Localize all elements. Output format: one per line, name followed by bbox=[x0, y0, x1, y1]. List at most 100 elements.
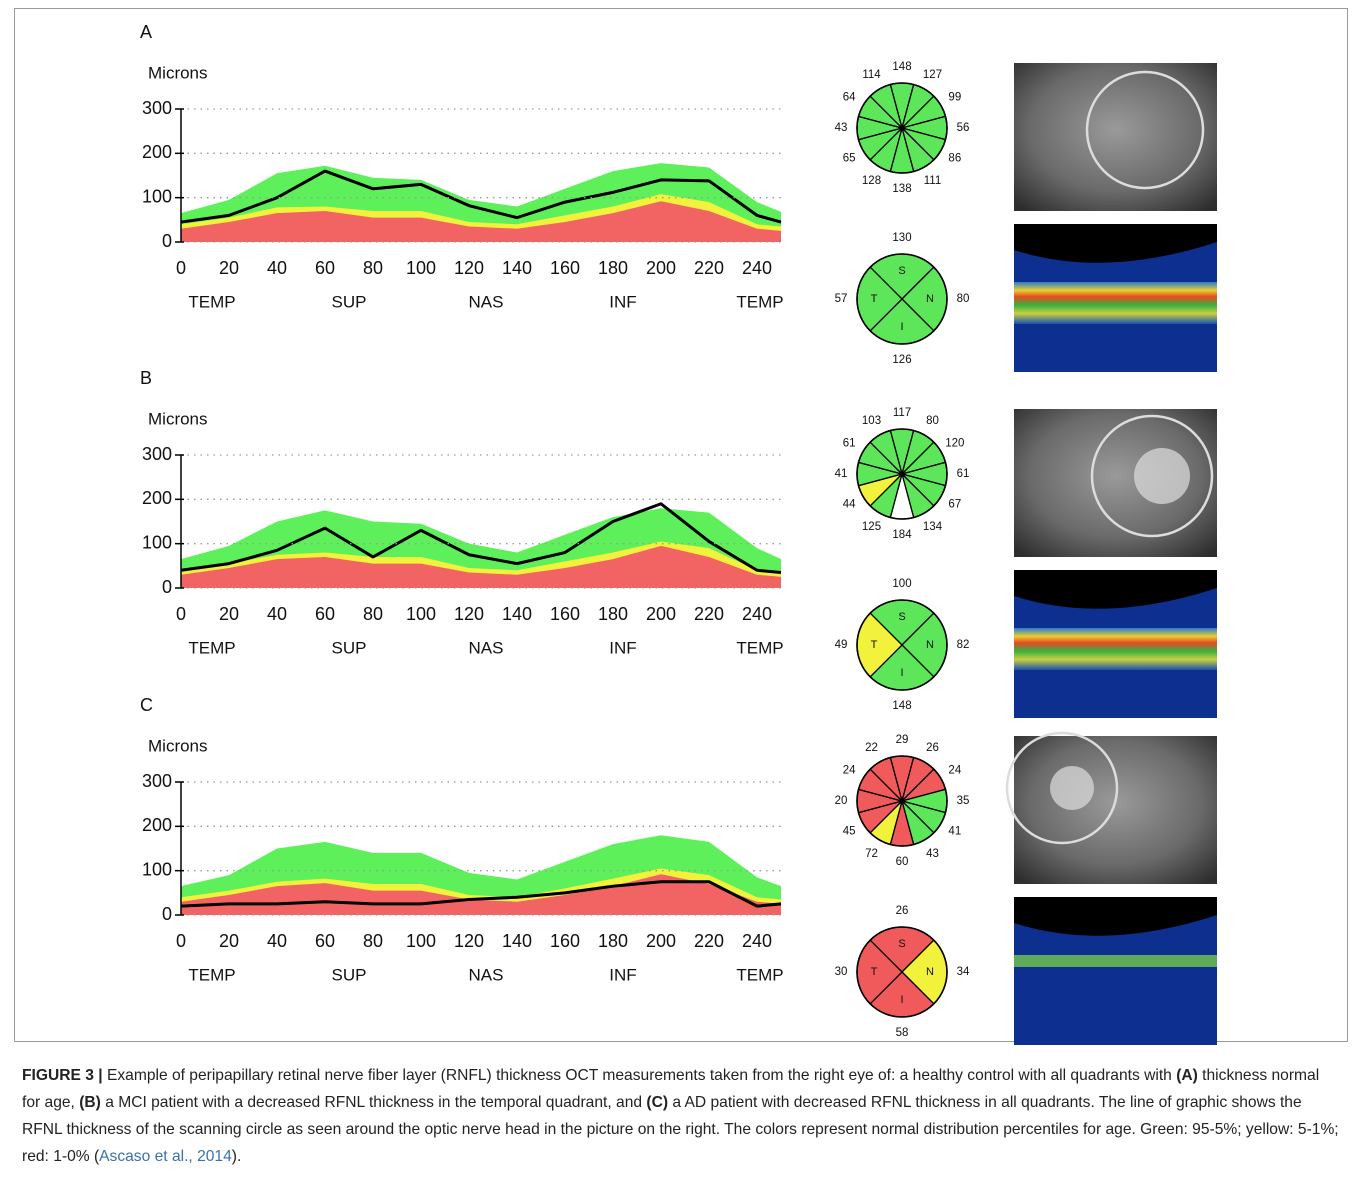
sector-value: 24 bbox=[843, 765, 856, 777]
sector-value: 65 bbox=[843, 153, 856, 165]
y-axis-title: Microns bbox=[148, 409, 208, 428]
y-tick-label: 300 bbox=[142, 771, 172, 791]
sector-value: 29 bbox=[896, 734, 909, 746]
quadrant-letter: N bbox=[926, 293, 934, 305]
y-tick-label: 0 bbox=[162, 577, 172, 597]
sector-value: 80 bbox=[926, 415, 939, 427]
sector-value: 64 bbox=[843, 92, 856, 104]
fundus-image bbox=[1014, 63, 1217, 211]
sector-value: 56 bbox=[957, 122, 970, 134]
region-label: TEMP bbox=[736, 292, 783, 311]
quadrant-letter: T bbox=[871, 639, 878, 651]
x-tick-label: 80 bbox=[363, 931, 383, 951]
region-label: INF bbox=[609, 638, 636, 657]
y-tick-label: 0 bbox=[162, 231, 172, 251]
y-tick-label: 200 bbox=[142, 815, 172, 835]
x-tick-label: 80 bbox=[363, 604, 383, 624]
quadrant-letter: T bbox=[871, 293, 878, 305]
sector-value: 86 bbox=[948, 153, 961, 165]
x-tick-label: 160 bbox=[550, 258, 580, 278]
y-tick-label: 300 bbox=[142, 444, 172, 464]
sector-value: 35 bbox=[957, 795, 970, 807]
x-tick-label: 0 bbox=[176, 931, 186, 951]
sector-value: 26 bbox=[926, 742, 939, 754]
x-tick-label: 140 bbox=[502, 258, 532, 278]
x-tick-label: 120 bbox=[454, 258, 484, 278]
x-tick-label: 220 bbox=[694, 931, 724, 951]
x-tick-label: 40 bbox=[267, 931, 287, 951]
sector-value: 114 bbox=[862, 69, 881, 81]
x-tick-label: 40 bbox=[267, 604, 287, 624]
oct-layers bbox=[1014, 628, 1217, 670]
x-tick-label: 240 bbox=[742, 931, 772, 951]
sector-value: 41 bbox=[835, 468, 848, 480]
x-tick-label: 240 bbox=[742, 604, 772, 624]
sector-value: 130 bbox=[892, 232, 911, 244]
sector-value: 20 bbox=[835, 795, 848, 807]
y-axis-title: Microns bbox=[148, 63, 208, 82]
sector-value: 184 bbox=[892, 529, 912, 541]
region-label: NAS bbox=[469, 292, 504, 311]
y-tick-label: 100 bbox=[142, 859, 172, 879]
x-tick-label: 140 bbox=[502, 931, 532, 951]
caption-bold: (A) bbox=[1176, 1067, 1198, 1084]
sector-value: 120 bbox=[945, 438, 964, 450]
region-label: SUP bbox=[332, 292, 367, 311]
quadrant-letter: S bbox=[898, 265, 905, 277]
sector-value: 61 bbox=[957, 468, 970, 480]
quadrant-letter: N bbox=[926, 639, 934, 651]
region-label: TEMP bbox=[736, 638, 783, 657]
x-tick-label: 200 bbox=[646, 604, 676, 624]
sector-value: 22 bbox=[865, 742, 878, 754]
x-tick-label: 120 bbox=[454, 604, 484, 624]
sector-value: 44 bbox=[843, 499, 856, 511]
x-tick-label: 60 bbox=[315, 604, 335, 624]
region-label: INF bbox=[609, 965, 636, 984]
region-label: SUP bbox=[332, 638, 367, 657]
sector-value: 57 bbox=[835, 293, 848, 305]
sector-value: 99 bbox=[948, 92, 961, 104]
sector-value: 43 bbox=[926, 848, 939, 860]
region-label: INF bbox=[609, 292, 636, 311]
sector-value: 24 bbox=[948, 765, 961, 777]
x-tick-label: 100 bbox=[406, 931, 436, 951]
caption-plain: a MCI patient with a decreased RFNL thic… bbox=[101, 1094, 647, 1111]
y-axis-title: Microns bbox=[148, 736, 208, 755]
figure-caption: FIGURE 3 | Example of peripapillary reti… bbox=[22, 1062, 1340, 1170]
region-label: TEMP bbox=[188, 965, 235, 984]
region-label: SUP bbox=[332, 965, 367, 984]
caption-bold: (C) bbox=[646, 1094, 668, 1111]
x-tick-label: 40 bbox=[267, 258, 287, 278]
y-tick-label: 100 bbox=[142, 186, 172, 206]
sector-value: 111 bbox=[924, 175, 941, 187]
x-tick-label: 60 bbox=[315, 258, 335, 278]
sector-value: 61 bbox=[843, 438, 856, 450]
panel-label: B bbox=[140, 368, 152, 388]
x-tick-label: 220 bbox=[694, 258, 724, 278]
sector-value: 30 bbox=[835, 966, 848, 978]
caption-link[interactable]: Ascaso et al., 2014 bbox=[99, 1148, 232, 1165]
x-tick-label: 180 bbox=[598, 931, 628, 951]
y-tick-label: 0 bbox=[162, 904, 172, 924]
caption-plain: Example of peripapillary retinal nerve f… bbox=[103, 1067, 1177, 1084]
sector-value: 82 bbox=[957, 639, 970, 651]
region-label: TEMP bbox=[188, 638, 235, 657]
quadrant-letter: T bbox=[871, 966, 878, 978]
region-label: NAS bbox=[469, 965, 504, 984]
sector-value: 125 bbox=[862, 521, 881, 533]
sector-value: 60 bbox=[896, 856, 909, 868]
region-label: TEMP bbox=[736, 965, 783, 984]
x-tick-label: 200 bbox=[646, 931, 676, 951]
region-label: NAS bbox=[469, 638, 504, 657]
figure-graphics: AMicrons01002003000204060801001201401601… bbox=[0, 0, 1358, 1045]
x-tick-label: 20 bbox=[219, 604, 239, 624]
quadrant-letter: I bbox=[900, 667, 903, 679]
y-tick-label: 200 bbox=[142, 142, 172, 162]
x-tick-label: 240 bbox=[742, 258, 772, 278]
sector-value: 117 bbox=[893, 407, 911, 419]
quadrant-letter: N bbox=[926, 966, 934, 978]
quadrant-letter: I bbox=[900, 994, 903, 1006]
sector-value: 100 bbox=[892, 578, 911, 590]
quadrant-letter: I bbox=[900, 321, 903, 333]
sector-value: 41 bbox=[948, 826, 961, 838]
